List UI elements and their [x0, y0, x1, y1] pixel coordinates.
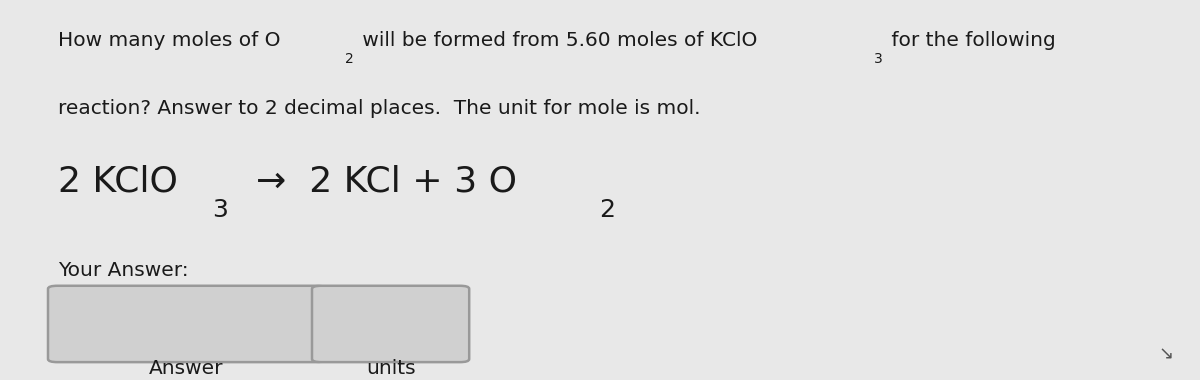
FancyBboxPatch shape: [48, 286, 325, 362]
Text: Your Answer:: Your Answer:: [58, 261, 188, 280]
FancyBboxPatch shape: [312, 286, 469, 362]
Text: units: units: [366, 359, 416, 378]
Text: for the following: for the following: [886, 31, 1056, 50]
Text: reaction? Answer to 2 decimal places.  The unit for mole is mol.: reaction? Answer to 2 decimal places. Th…: [58, 99, 700, 118]
Text: ↘: ↘: [1158, 345, 1174, 363]
Text: →  2 KCl + 3 O: → 2 KCl + 3 O: [233, 165, 517, 199]
Text: 2: 2: [344, 52, 354, 66]
Text: 2: 2: [599, 198, 616, 222]
Text: Answer: Answer: [149, 359, 223, 378]
Text: 3: 3: [212, 198, 228, 222]
Text: How many moles of O: How many moles of O: [58, 31, 280, 50]
Text: 3: 3: [874, 52, 883, 66]
Text: 2 KClO: 2 KClO: [58, 165, 178, 199]
Text: will be formed from 5.60 moles of KClO: will be formed from 5.60 moles of KClO: [356, 31, 757, 50]
